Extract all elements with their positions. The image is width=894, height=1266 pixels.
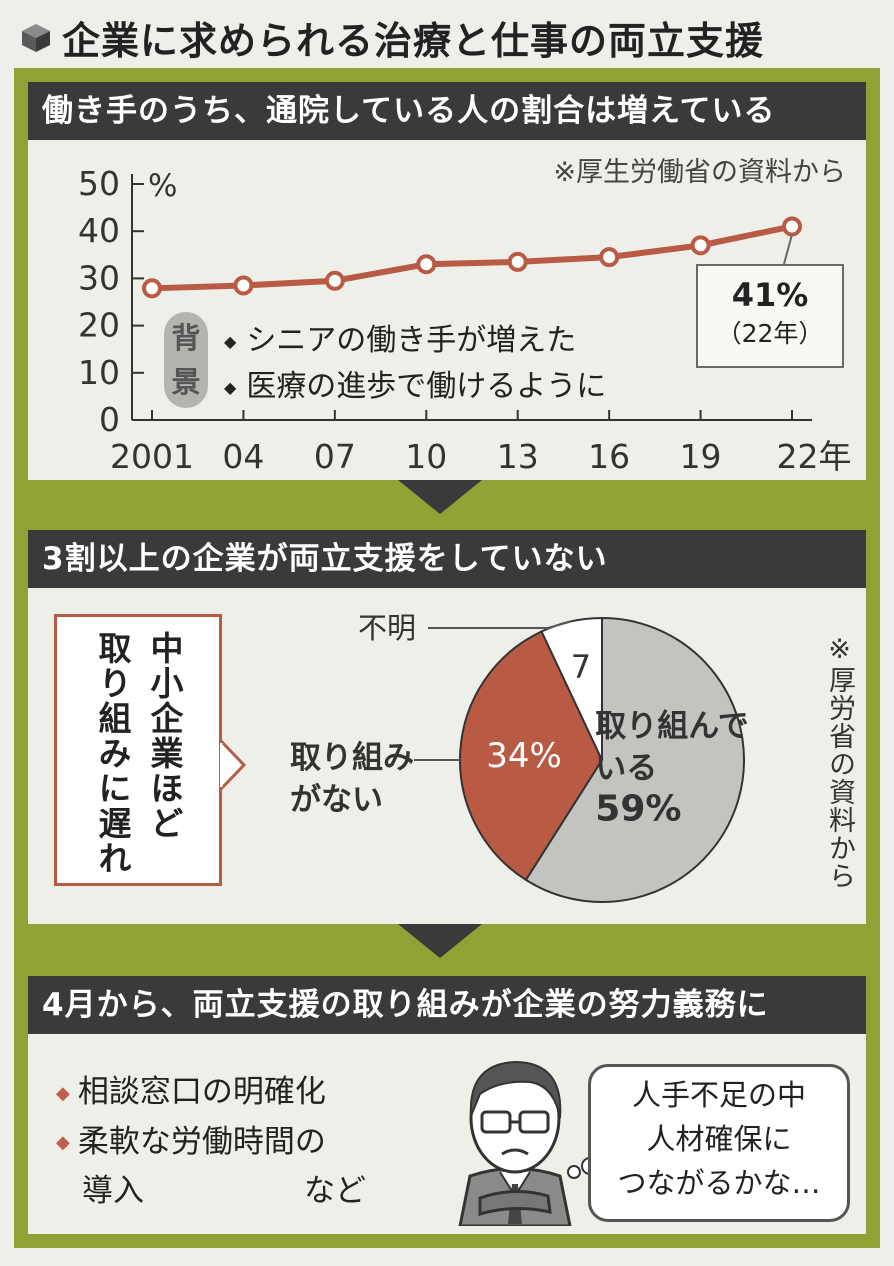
page-title: 企業に求められる治療と仕事の両立支援	[20, 10, 764, 65]
x-tick-label: 2001	[110, 437, 194, 476]
bullet-text: 相談窓口の明確化	[77, 1074, 326, 1110]
data-point	[324, 270, 345, 291]
data-line	[151, 223, 793, 292]
note-pointer	[220, 740, 247, 790]
list-item: ◆ 医療の進歩で働けるように	[224, 369, 607, 404]
slice-label: 59%	[595, 789, 681, 830]
x-tick-label: 19	[680, 437, 722, 476]
callout-leader	[783, 234, 793, 265]
note-line: 中小企業ほど	[145, 631, 184, 841]
y-tick-label: 20	[78, 306, 120, 345]
label-leader	[428, 620, 572, 629]
x-tick-label: 10	[405, 437, 447, 476]
y-tick-label: 0	[99, 400, 120, 439]
data-point	[416, 254, 437, 275]
list-item: ◆ シニアの働き手が増えた	[224, 323, 577, 358]
section2-source: ※厚労省の資料から	[824, 634, 855, 890]
x-tick-label: 22年	[777, 437, 852, 476]
speech-line: つながるかな…	[617, 1166, 821, 1200]
section2-heading: 3割以上の企業が両立支援をしていない	[28, 530, 866, 588]
x-tick-label: 04	[222, 437, 264, 476]
speech-line: 人材確保に	[646, 1122, 792, 1156]
slice-label: 取り組んで	[595, 709, 748, 745]
section3-panel: ◆ 相談窓口の明確化 ◆ 柔軟な労働時間の 導入 など 人手不足の中 人材確保に つな…	[28, 1034, 866, 1234]
slice-label: 不明	[358, 611, 416, 645]
data-point	[233, 275, 254, 296]
y-tick-label: 50	[78, 164, 120, 203]
y-axis-unit: %	[148, 168, 177, 204]
slice-value-label: 34%	[486, 736, 562, 776]
bullet-text: 導入	[82, 1173, 144, 1209]
list-item: ◆ 柔軟な労働時間の	[56, 1123, 326, 1160]
slice-label: がない	[290, 782, 383, 818]
bullet-suffix: など	[304, 1173, 366, 1209]
background-badge: 背 景	[164, 312, 208, 408]
section1-panel: 0 10 20 30 40 50% 2001 04 07 10 13 16 19 22年 ※厚生労働省の資…	[28, 140, 866, 480]
slice-label: いる	[595, 751, 657, 787]
section1-heading: 働き手のうち、通院している人の割合は増えている	[28, 82, 866, 140]
measures-list: ◆ 相談窓口の明確化 ◆ 柔軟な労働時間の 導入 など	[56, 1068, 366, 1215]
bullet-text: 柔軟な労働時間の	[77, 1123, 326, 1160]
data-point	[142, 278, 162, 299]
note-line: 取り組みに遅れ	[93, 631, 132, 876]
y-tick-label: 40	[78, 211, 120, 250]
x-tick-label: 07	[314, 437, 356, 476]
note-box: 中小企業ほど 取り組みに遅れ	[54, 614, 222, 886]
bullet-text: 医療の進歩で働けるように	[246, 369, 607, 404]
data-point	[507, 251, 528, 272]
section2-panel: 中小企業ほど 取り組みに遅れ 取り組んでいる 59% 34% 取り組みがない 7 不明 ※…	[28, 588, 866, 924]
speech-bubble: 人手不足の中 人材確保に つながるかな…	[588, 1064, 850, 1222]
line-chart: 0 10 20 30 40 50 % 2001 04 07 10 13 16 19 22年	[78, 164, 852, 476]
down-arrow	[398, 480, 482, 514]
y-tick-label: 10	[78, 353, 120, 392]
pie-slice	[524, 616, 745, 903]
cube-icon	[22, 23, 50, 52]
bullet-text: シニアの働き手が増えた	[246, 323, 577, 358]
speech-line: 人手不足の中	[631, 1078, 806, 1112]
slice-label: 取り組み	[290, 740, 414, 776]
slice-value-label: 7	[571, 648, 591, 686]
section1-source: ※厚生労働省の資料から	[553, 157, 846, 188]
down-arrow	[398, 924, 482, 958]
pie-slice	[459, 630, 604, 882]
section3-heading: 4月から、両立支援の取り組みが企業の努力義務に	[28, 976, 866, 1034]
callout-value: 41%	[731, 276, 809, 314]
background-badge-char: 背	[171, 321, 201, 355]
list-item: ◆ 相談窓口の明確化	[56, 1074, 326, 1110]
data-point	[690, 235, 711, 256]
x-tick-label: 13	[497, 437, 539, 476]
background-badge-char: 景	[171, 365, 201, 399]
list-item: 導入 など	[56, 1167, 366, 1215]
callout-year: （22年）	[716, 319, 824, 348]
background-list: ◆ シニアの働き手が増えた ◆ 医療の進歩で働けるように	[224, 318, 606, 410]
y-tick-label: 30	[78, 258, 120, 297]
worried-person-icon	[458, 1060, 572, 1226]
callout-box: 41% （22年）	[696, 264, 844, 368]
data-point	[599, 247, 620, 268]
page-title-text: 企業に求められる治療と仕事の両立支援	[62, 19, 765, 63]
data-point	[782, 216, 802, 237]
x-tick-label: 16	[588, 437, 630, 476]
